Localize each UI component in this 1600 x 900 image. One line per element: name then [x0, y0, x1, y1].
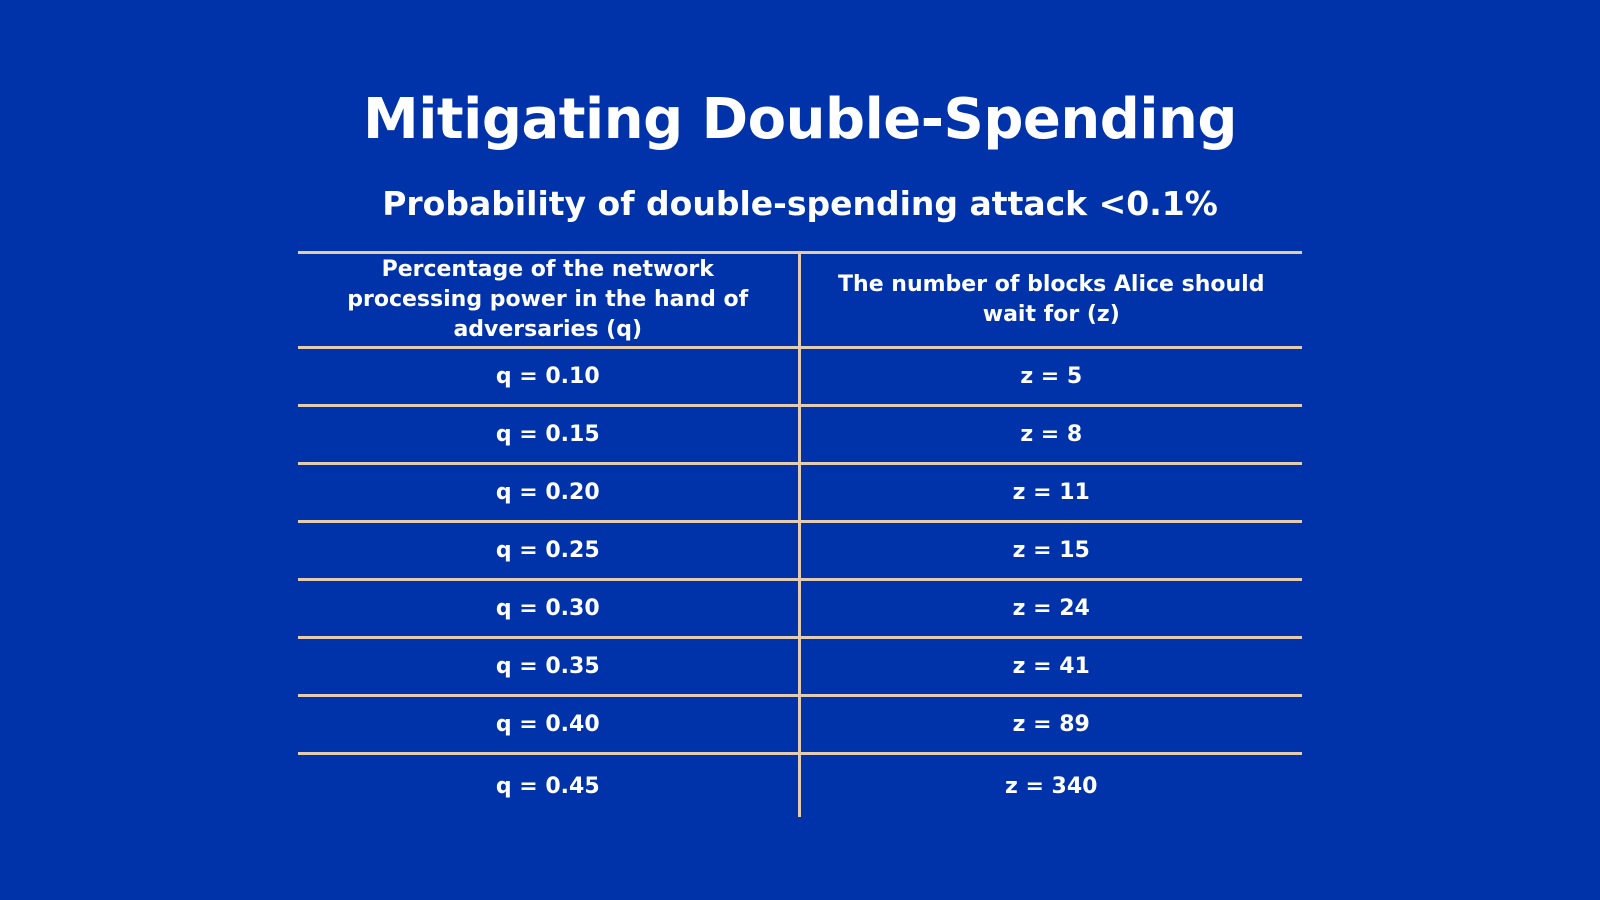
cell-q: q = 0.45: [298, 753, 801, 817]
column-header-z: The number of blocks Alice should wait f…: [799, 251, 1302, 349]
cell-q: q = 0.20: [298, 463, 801, 523]
cell-z: z = 11: [799, 463, 1302, 523]
column-header-q-label: Percentage of the network processing pow…: [347, 257, 749, 342]
slide-subtitle: Probability of double-spending attack <0…: [382, 184, 1218, 223]
table-container: Percentage of the network processing pow…: [298, 251, 1302, 817]
table-row: q = 0.25 z = 15: [298, 521, 1302, 581]
cell-q: q = 0.10: [298, 347, 801, 407]
cell-z: z = 89: [799, 695, 1302, 755]
table-row: q = 0.45 z = 340: [298, 753, 1302, 817]
cell-q: q = 0.40: [298, 695, 801, 755]
column-header-q: Percentage of the network processing pow…: [298, 251, 801, 349]
cell-z: z = 24: [799, 579, 1302, 639]
table-row: q = 0.10 z = 5: [298, 347, 1302, 407]
slide-title: Mitigating Double-Spending: [362, 87, 1238, 152]
double-spending-table: Percentage of the network processing pow…: [298, 251, 1302, 817]
cell-z: z = 8: [799, 405, 1302, 465]
cell-q: q = 0.35: [298, 637, 801, 697]
table-row: q = 0.30 z = 24: [298, 579, 1302, 639]
cell-z: z = 15: [799, 521, 1302, 581]
column-header-z-label: The number of blocks Alice should wait f…: [838, 272, 1265, 327]
table-row: q = 0.40 z = 89: [298, 695, 1302, 755]
cell-q: q = 0.25: [298, 521, 801, 581]
table-row: q = 0.15 z = 8: [298, 405, 1302, 465]
cell-z: z = 41: [799, 637, 1302, 697]
table-header-row: Percentage of the network processing pow…: [298, 251, 1302, 349]
table-row: q = 0.35 z = 41: [298, 637, 1302, 697]
table-row: q = 0.20 z = 11: [298, 463, 1302, 523]
cell-z: z = 340: [1005, 773, 1098, 799]
cell-q: q = 0.15: [298, 405, 801, 465]
cell-z: z = 5: [799, 347, 1302, 407]
cell-q: q = 0.30: [298, 579, 801, 639]
